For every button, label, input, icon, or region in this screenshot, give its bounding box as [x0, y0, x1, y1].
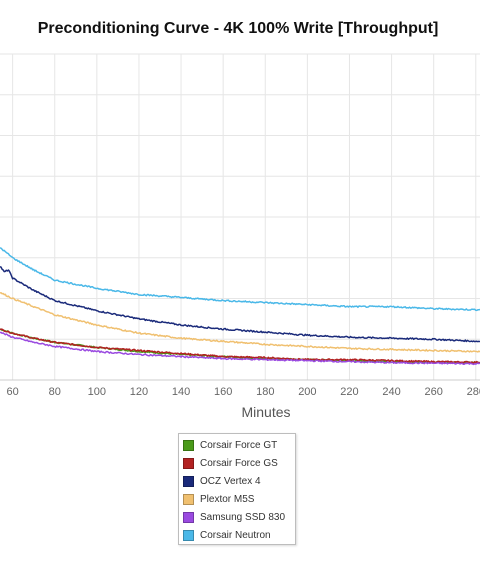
- legend-item: Corsair Force GS: [183, 454, 295, 472]
- legend-item: Plextor M5S: [183, 490, 295, 508]
- legend-swatch: [183, 439, 194, 451]
- legend-item: Samsung SSD 830: [183, 508, 295, 526]
- chart-title: Preconditioning Curve - 4K 100% Write [T…: [37, 20, 439, 37]
- x-tick-label: 240: [382, 386, 400, 398]
- series-line-corsair-force-gt: [0, 328, 480, 365]
- series-line-samsung-ssd-830: [0, 331, 480, 366]
- legend-label: Samsung SSD 830: [200, 511, 286, 523]
- x-tick-label: 260: [425, 386, 443, 398]
- series-line-corsair-neutron: [0, 247, 480, 312]
- x-tick-label: 140: [172, 386, 190, 398]
- series-line-plextor-m5s: [0, 291, 480, 353]
- x-tick-label: 220: [340, 386, 358, 398]
- legend-item: Corsair Force GT: [183, 436, 295, 454]
- x-tick-label: 100: [88, 386, 106, 398]
- legend-label: Corsair Neutron: [200, 529, 271, 541]
- x-axis: 60 80 100 120 140 160 180 200 220 240 260 280: [0, 379, 480, 398]
- legend-item: Corsair Neutron: [183, 526, 295, 544]
- legend-swatch: [183, 493, 194, 505]
- grid-lines: [0, 53, 480, 381]
- x-tick-label: 60: [7, 386, 19, 398]
- x-tick-label: 120: [130, 386, 148, 398]
- series-line-corsair-force-gs: [0, 328, 480, 364]
- x-tick-label: 180: [256, 386, 274, 398]
- legend-label: OCZ Vertex 4: [200, 475, 261, 487]
- legend-swatch: [183, 529, 194, 541]
- legend-swatch: [183, 511, 194, 523]
- legend-label: Corsair Force GS: [200, 457, 278, 469]
- legend: Corsair Force GT Corsair Force GS OCZ Vert…: [178, 433, 296, 545]
- legend-label: Plextor M5S: [200, 493, 255, 505]
- series-line-ocz-vertex-4: [0, 265, 480, 343]
- legend-label: Corsair Force GT: [200, 439, 278, 451]
- series-lines: [0, 247, 480, 366]
- line-chart: 60 80 100 120 140 160 180 200 220 240 260 280 Minut…: [0, 53, 480, 420]
- x-tick-label: 80: [49, 386, 61, 398]
- x-tick-label: 280: [467, 386, 480, 398]
- legend-item: OCZ Vertex 4: [183, 472, 295, 490]
- legend-swatch: [183, 475, 194, 487]
- x-axis-title: Minutes: [241, 404, 290, 420]
- x-tick-label: 200: [298, 386, 316, 398]
- x-tick-label: 160: [214, 386, 232, 398]
- legend-swatch: [183, 457, 194, 469]
